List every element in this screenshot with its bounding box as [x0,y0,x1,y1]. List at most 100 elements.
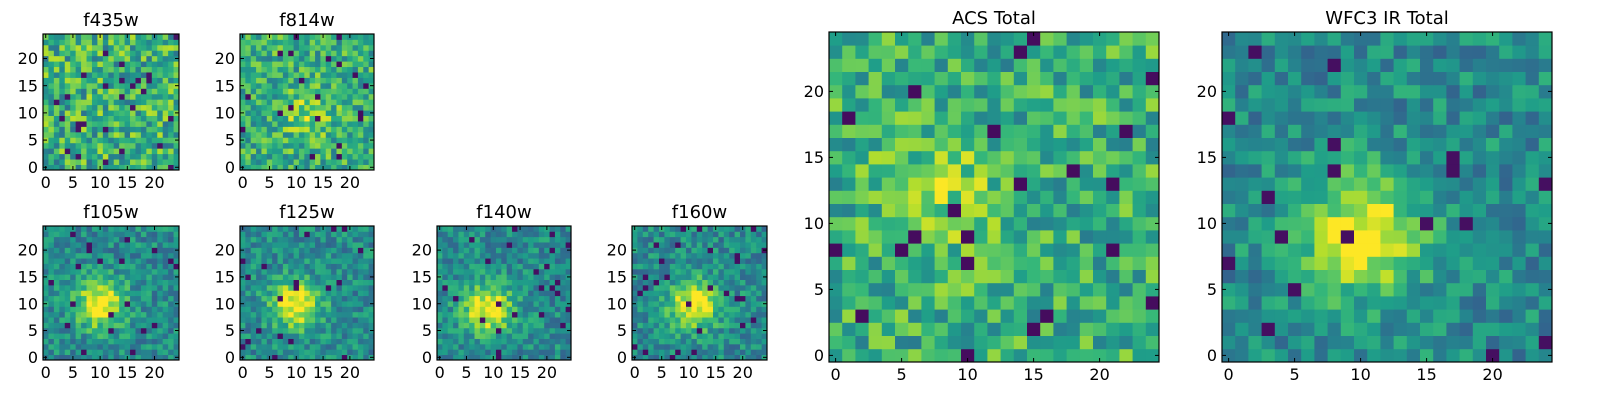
heatmap-cell [140,306,147,313]
heatmap-cell [1222,243,1236,257]
heatmap-cell [162,88,169,95]
heatmap-cell [70,301,77,307]
heatmap-cell [146,164,153,171]
heatmap-cell [97,231,104,238]
heatmap-cell [1327,177,1342,191]
heatmap-cell [240,126,246,133]
heatmap-cell [921,58,935,72]
heatmap-cell [151,66,158,73]
heatmap-cell [1486,309,1500,323]
heatmap-cell [245,349,252,356]
heatmap-cell [288,311,294,318]
heatmap-cell [442,279,449,286]
heatmap-cell [664,263,671,270]
heatmap-cell [1079,243,1094,257]
heatmap-cell [1288,150,1302,165]
heatmap-cell [162,77,169,84]
heatmap-cell [130,148,136,155]
heatmap-cell [1248,256,1262,270]
heatmap-cell [91,263,98,270]
heatmap-cell [352,311,359,318]
heatmap-cell [102,231,109,238]
heatmap-cell [146,44,153,51]
heatmap-cell [1248,282,1262,297]
heatmap-cell [256,226,262,232]
heatmap-cell [1132,177,1147,191]
heatmap-cell [750,290,757,297]
heatmap-cell [272,226,278,232]
heatmap-cell [277,247,284,254]
heatmap-cell [363,301,370,307]
heatmap-cell [565,338,572,345]
heatmap-cell [474,301,481,307]
heatmap-cell [453,306,459,313]
heatmap-cell [895,32,909,46]
heatmap-cell [632,290,638,297]
heatmap-cell [517,284,524,291]
heatmap-cell [1027,322,1041,336]
y-tick-label: 0 [225,158,235,177]
heatmap-cell [1000,348,1015,363]
heatmap-cell [734,338,741,345]
heatmap-cell [53,153,60,160]
heatmap-cell [75,72,82,78]
heatmap-cell [368,284,375,291]
heatmap-cell [1066,282,1081,297]
heatmap-cell [119,72,125,78]
heatmap-cell [157,327,164,334]
heatmap-cell [119,66,125,73]
heatmap-cell [549,242,556,248]
heatmap-cell [146,34,153,40]
heatmap-cell [517,263,524,270]
heatmap-cell [1512,216,1526,231]
heatmap-cell [347,306,353,313]
heatmap-cell [368,343,375,350]
heatmap-cell [1040,309,1054,323]
heatmap-cell [363,258,370,264]
heatmap-cell [173,66,180,73]
heatmap-cell [282,66,289,73]
heatmap-cell [702,268,708,275]
heatmap-cell [908,45,922,59]
heatmap-cell [124,115,131,122]
heatmap-cell [81,279,87,286]
heatmap-cell [91,247,98,254]
heatmap-cell [304,317,311,323]
heatmap-cell [282,274,289,280]
heatmap-cell [70,338,77,345]
heatmap-cell [157,236,164,243]
heatmap-cell [157,317,164,323]
heatmap-cell [1027,309,1041,323]
heatmap-cell [102,66,109,73]
x-tick-label: 0 [435,363,445,382]
heatmap-cell [352,252,359,259]
heatmap-cell [642,301,649,307]
heatmap-cell [59,121,66,127]
heatmap-cell [1301,164,1315,178]
heatmap-cell [261,93,268,100]
y-tick-label: 10 [215,103,235,122]
heatmap-cell [642,338,649,345]
heatmap-cell [277,110,284,116]
heatmap-cell [331,66,337,73]
heatmap-cell [745,295,752,302]
heatmap-cell [261,263,268,270]
heatmap-cell [1420,216,1434,231]
heatmap-cell [315,88,321,95]
heatmap-cell [124,148,131,155]
heatmap-cell [261,34,268,40]
heatmap-cell [277,148,284,155]
heatmap-cell [266,349,273,356]
heatmap-cell [761,306,768,313]
heatmap-cell [517,231,524,238]
heatmap-cell [250,131,257,138]
heatmap-cell [157,44,164,51]
heatmap-cell [151,148,158,155]
heatmap-cell [1433,243,1447,257]
heatmap-cell [637,338,644,345]
heatmap-cell [921,296,935,310]
heatmap-cell [64,34,71,40]
heatmap-cell [325,88,332,95]
heatmap-cell [240,343,246,350]
heatmap-cell [59,61,66,68]
